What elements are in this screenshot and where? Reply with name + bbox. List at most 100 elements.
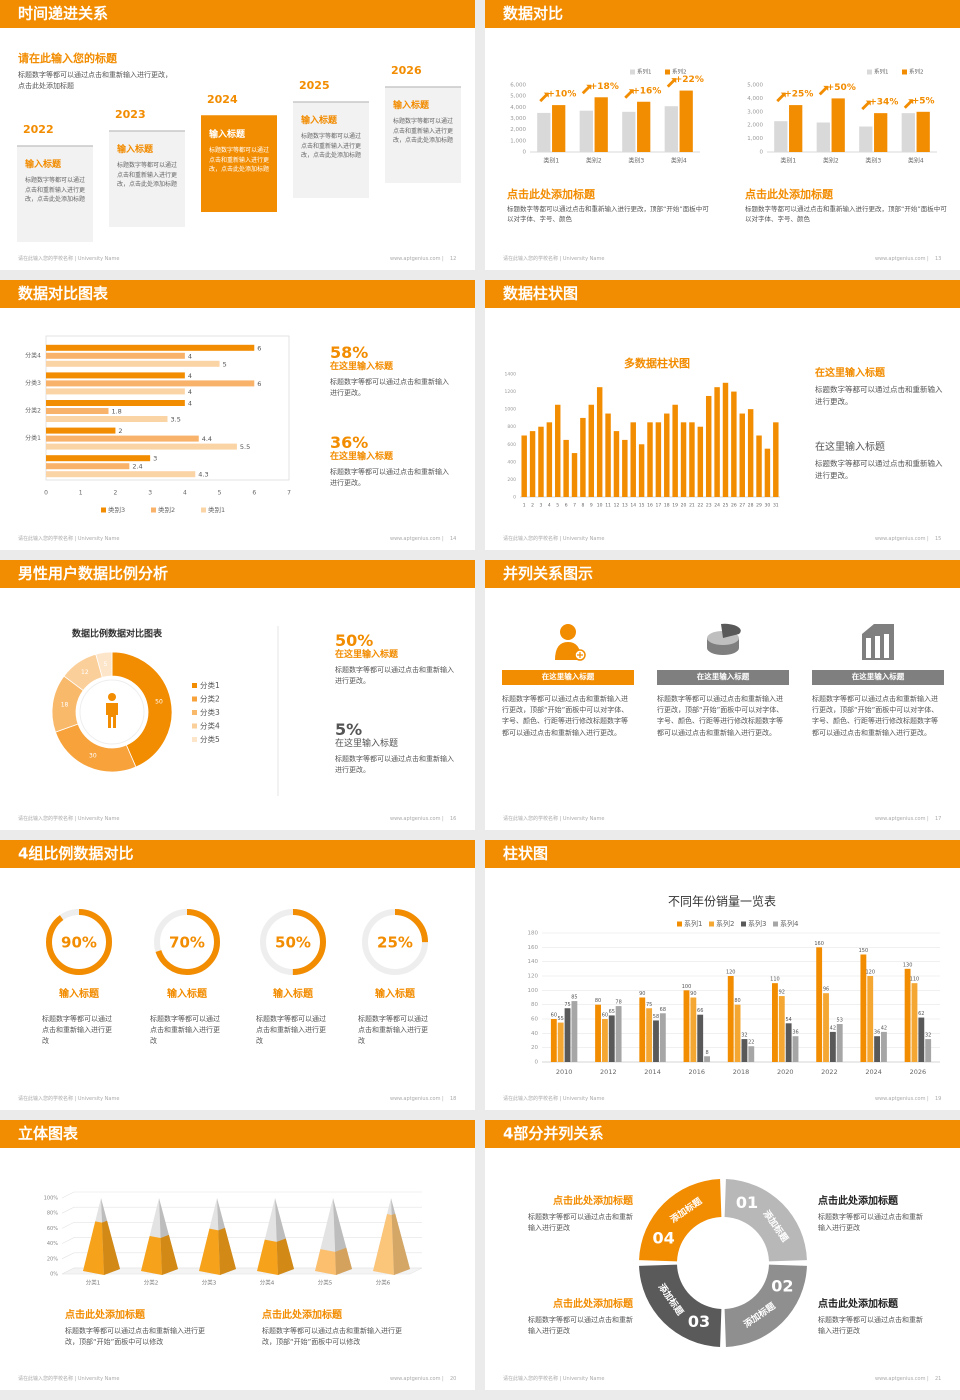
bar (46, 416, 168, 422)
value-label: 2 (118, 427, 122, 435)
bar (46, 344, 255, 351)
y-tick-label: 100% (44, 1196, 59, 1202)
legend-label: 分类1 (200, 680, 220, 690)
step-text: 标题数字等都可以通过点击和重新输入进行更改，点击此处添加标题 (25, 177, 86, 204)
side-text: 标题数字等都可以通过点击和重新输入进行更改 (528, 1316, 633, 1336)
x-tick-label: 6 (252, 490, 256, 497)
value-label: 120 (726, 970, 736, 976)
y-tick-label: 40 (531, 1031, 538, 1037)
value-label: 110 (770, 977, 780, 983)
x-tick-label: 14 (630, 503, 636, 509)
footer-school: 请在此输入您的学校名称 | University Name (18, 1376, 120, 1382)
step-title: 输入标题 (209, 130, 246, 140)
slide-title: 柱状图 (503, 845, 548, 863)
bar (557, 1022, 564, 1062)
icon (555, 624, 586, 661)
note-title: 在这里输入标题 (335, 739, 399, 749)
step-title: 输入标题 (301, 116, 338, 126)
bar (529, 431, 536, 497)
annotation: +18% (590, 82, 619, 92)
x-tick-label: 2 (531, 503, 534, 509)
x-tick-label: 10 (597, 503, 603, 509)
note-title: 在这里输入标题 (330, 452, 394, 462)
column-text: 标题数字等都可以通过点击和重新输入进行更改，顶部“开始”面板中可以对字体、字号、… (657, 695, 784, 737)
bar (546, 422, 553, 497)
y-tick-label: 0 (760, 150, 764, 156)
note-value: 50% (335, 631, 374, 650)
value-label: 32 (741, 1033, 747, 1039)
side-text: 标题数字等都可以通过点击和重新输入进行更改 (818, 1316, 923, 1336)
pyramid-fill-right (160, 1234, 178, 1275)
y-tick-label: 0 (513, 495, 516, 501)
legend-label: 分类5 (200, 734, 220, 744)
step-year: 2022 (23, 123, 54, 136)
slide: 立体图表 0% 20% 40% 60% 80% 100% 分类1 分类2 分类3 分类4 分类5 分类6… (0, 1120, 475, 1390)
label-bar (812, 670, 944, 685)
header-bar (0, 0, 475, 28)
column-label: 在这里输入标题 (696, 672, 750, 681)
bar (521, 435, 527, 497)
value-label: 60 (602, 1013, 608, 1019)
y-tick-label: 160 (528, 945, 539, 951)
legend-swatch (192, 696, 197, 702)
chart-title: 不同年份销量一览表 (668, 894, 776, 909)
value-label: 66 (697, 1008, 703, 1014)
bar (860, 954, 867, 1062)
page-number: 19 (935, 1096, 942, 1102)
page-number: 15 (935, 536, 942, 542)
bar (46, 427, 116, 434)
bar (46, 455, 151, 462)
footer-school: 请在此输入您的学校名称 | University Name (503, 256, 605, 262)
caption-title: 点击此处添加标题 (507, 188, 595, 201)
note-title: 在这里输入标题 (815, 442, 885, 453)
value-label: 4.3 (198, 471, 208, 479)
grid-line (61, 1222, 422, 1229)
legend-label: 系列2 (672, 68, 687, 76)
step-text: 标题数字等都可以通过点击和重新输入进行更改，点击此处添加标题 (209, 147, 270, 174)
value-label: 80 (595, 998, 601, 1004)
bar (595, 1004, 601, 1062)
footer-school: 请在此输入您的学校名称 | University Name (18, 816, 120, 822)
pyramid-fill (257, 1238, 294, 1275)
note-value: 58% (330, 343, 369, 362)
x-tick-label: 2020 (777, 1068, 794, 1076)
footer-site: www.aptgenius.com | (875, 1096, 929, 1102)
bar (829, 1031, 836, 1062)
x-tick-label: 9 (590, 503, 593, 509)
y-tick-label: 20 (531, 1045, 538, 1051)
legend-swatch (192, 710, 197, 715)
value-label: 150 (859, 948, 869, 954)
y-tick-label: 1,000 (747, 136, 763, 142)
annotation-arrow (539, 92, 549, 103)
y-tick-label: 600 (507, 442, 516, 448)
pyramid-fill-right (276, 1238, 294, 1275)
page-number: 12 (450, 256, 457, 262)
slide: 柱状图 不同年份销量一览表 0 20 40 60 80 100 120 140 160 180 2010… (485, 840, 960, 1110)
header-bar (485, 280, 960, 308)
value-label: 3.5 (171, 416, 181, 424)
bar (555, 404, 561, 497)
y-tick-label: 140 (528, 959, 539, 965)
y-tick-label: 120 (528, 974, 539, 980)
bar (734, 1004, 741, 1062)
value-label: 6 (257, 380, 261, 388)
value-label: 54 (785, 1017, 791, 1023)
pyramid-shade (335, 1247, 352, 1275)
value-label: 62 (918, 1011, 924, 1017)
page-number: 17 (935, 816, 942, 822)
legend-swatch (151, 507, 156, 513)
grid-line (61, 1191, 422, 1199)
slide-title: 男性用户数据比例分析 (18, 565, 168, 583)
x-tick-label: 12 (614, 503, 620, 509)
x-tick-label: 分类4 (260, 1279, 275, 1287)
x-tick-label: 0 (44, 490, 48, 497)
caption-title: 点击此处添加标题 (745, 188, 833, 201)
header-bar (0, 280, 475, 308)
page-number: 14 (450, 536, 457, 542)
cycle-segment (639, 1264, 722, 1347)
gauge-title: 输入标题 (167, 989, 207, 1000)
y-tick-label: 分类3 (25, 379, 41, 387)
step-title: 输入标题 (393, 101, 430, 111)
bar (778, 996, 785, 1062)
page-number: 18 (450, 1096, 457, 1102)
